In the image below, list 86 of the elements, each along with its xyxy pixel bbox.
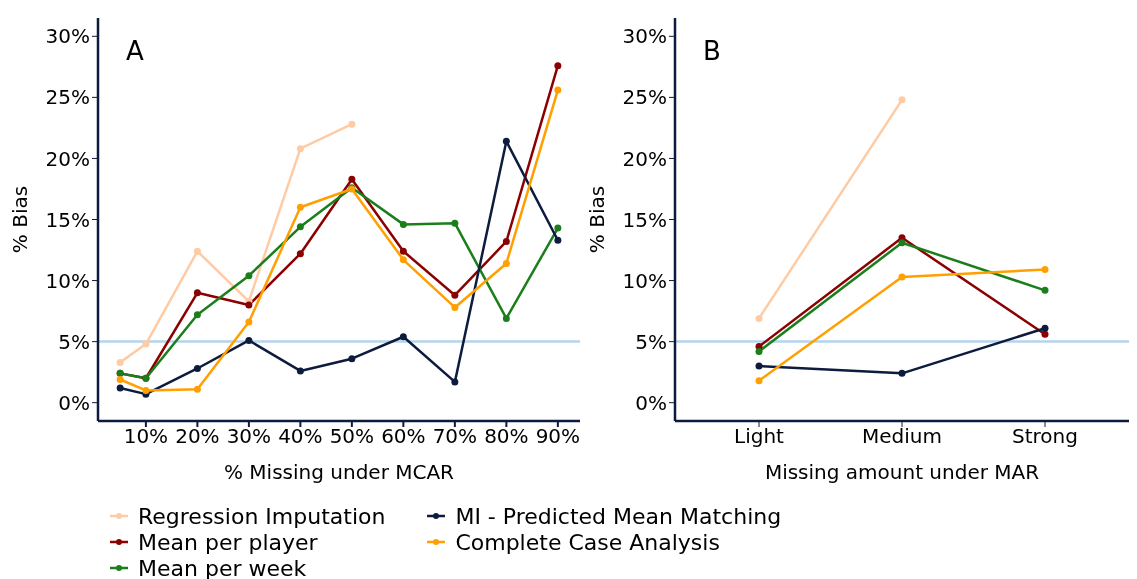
point	[755, 377, 763, 385]
x-tick-label: 60%	[381, 424, 426, 449]
point	[1041, 324, 1049, 332]
point	[755, 362, 763, 370]
point	[296, 223, 304, 231]
x-tick-label: Strong	[1012, 424, 1078, 449]
y-tick-label: 10%	[622, 268, 667, 293]
point	[755, 314, 763, 322]
point	[502, 259, 510, 267]
point	[898, 96, 906, 104]
point	[193, 289, 201, 297]
y-tick-label: 15%	[45, 207, 90, 232]
point	[245, 318, 253, 326]
annotation: A	[126, 36, 144, 66]
point	[1041, 286, 1049, 294]
point	[502, 314, 510, 322]
point	[116, 384, 124, 392]
point	[245, 272, 253, 280]
point	[348, 355, 356, 363]
point	[554, 224, 562, 232]
point	[554, 236, 562, 244]
legend-label: Regression Imputation	[138, 503, 386, 529]
x-tick-label: 40%	[278, 424, 323, 449]
point	[502, 237, 510, 245]
x-tick-label: Medium	[862, 424, 942, 449]
point	[755, 347, 763, 355]
y-tick-label: 0%	[58, 390, 90, 415]
point	[296, 250, 304, 258]
point	[348, 175, 356, 183]
x-tick-label: 90%	[535, 424, 581, 449]
x-tick-label: 20%	[175, 424, 220, 449]
x-tick-label: 80%	[484, 424, 529, 449]
y-tick-label: 30%	[45, 24, 90, 49]
x-tick-label: 30%	[226, 424, 272, 449]
legend-label: MI - Predicted Mean Matching	[455, 503, 782, 529]
point	[1041, 330, 1049, 338]
y-tick-label: 15%	[622, 207, 667, 232]
point	[193, 311, 201, 319]
point	[898, 273, 906, 281]
point	[399, 220, 407, 228]
x-tick-label: 50%	[329, 424, 375, 449]
point	[451, 291, 459, 299]
point	[451, 378, 459, 386]
y-axis-title: % Bias	[585, 185, 610, 254]
legend-label: Complete Case Analysis	[455, 529, 720, 555]
point	[116, 358, 124, 366]
legend-label: Mean per player	[138, 529, 318, 555]
y-tick-label: 5%	[58, 329, 90, 354]
point	[898, 239, 906, 247]
point	[142, 340, 150, 348]
point	[399, 256, 407, 264]
point	[142, 386, 150, 394]
point	[451, 303, 459, 311]
point	[116, 375, 124, 383]
x-tick-label: 10%	[123, 424, 169, 449]
point	[554, 62, 562, 70]
point	[296, 145, 304, 153]
point	[245, 301, 253, 309]
y-axis-title: % Bias	[8, 185, 33, 254]
y-tick-label: 20%	[45, 146, 90, 171]
point	[554, 86, 562, 94]
y-tick-label: 10%	[45, 268, 90, 293]
point	[898, 369, 906, 377]
y-tick-label: 0%	[635, 390, 667, 415]
y-tick-label: 25%	[45, 85, 90, 110]
point	[399, 247, 407, 255]
x-axis-title: Missing amount under MAR	[764, 460, 1040, 484]
y-tick-label: 25%	[622, 85, 667, 110]
y-tick-label: 5%	[635, 329, 667, 354]
point	[399, 333, 407, 341]
x-tick-label: Light	[734, 424, 785, 449]
x-tick-label: 70%	[432, 424, 478, 449]
point	[245, 336, 253, 344]
point	[296, 367, 304, 375]
x-axis-title: % Missing under MCAR	[223, 460, 455, 484]
annotation: B	[703, 36, 721, 66]
point	[296, 203, 304, 211]
point	[451, 219, 459, 227]
y-tick-label: 30%	[622, 24, 667, 49]
point	[502, 137, 510, 145]
point	[193, 247, 201, 255]
point	[193, 364, 201, 372]
y-tick-label: 20%	[622, 146, 667, 171]
point	[348, 120, 356, 128]
point	[1041, 266, 1049, 274]
point	[193, 385, 201, 393]
